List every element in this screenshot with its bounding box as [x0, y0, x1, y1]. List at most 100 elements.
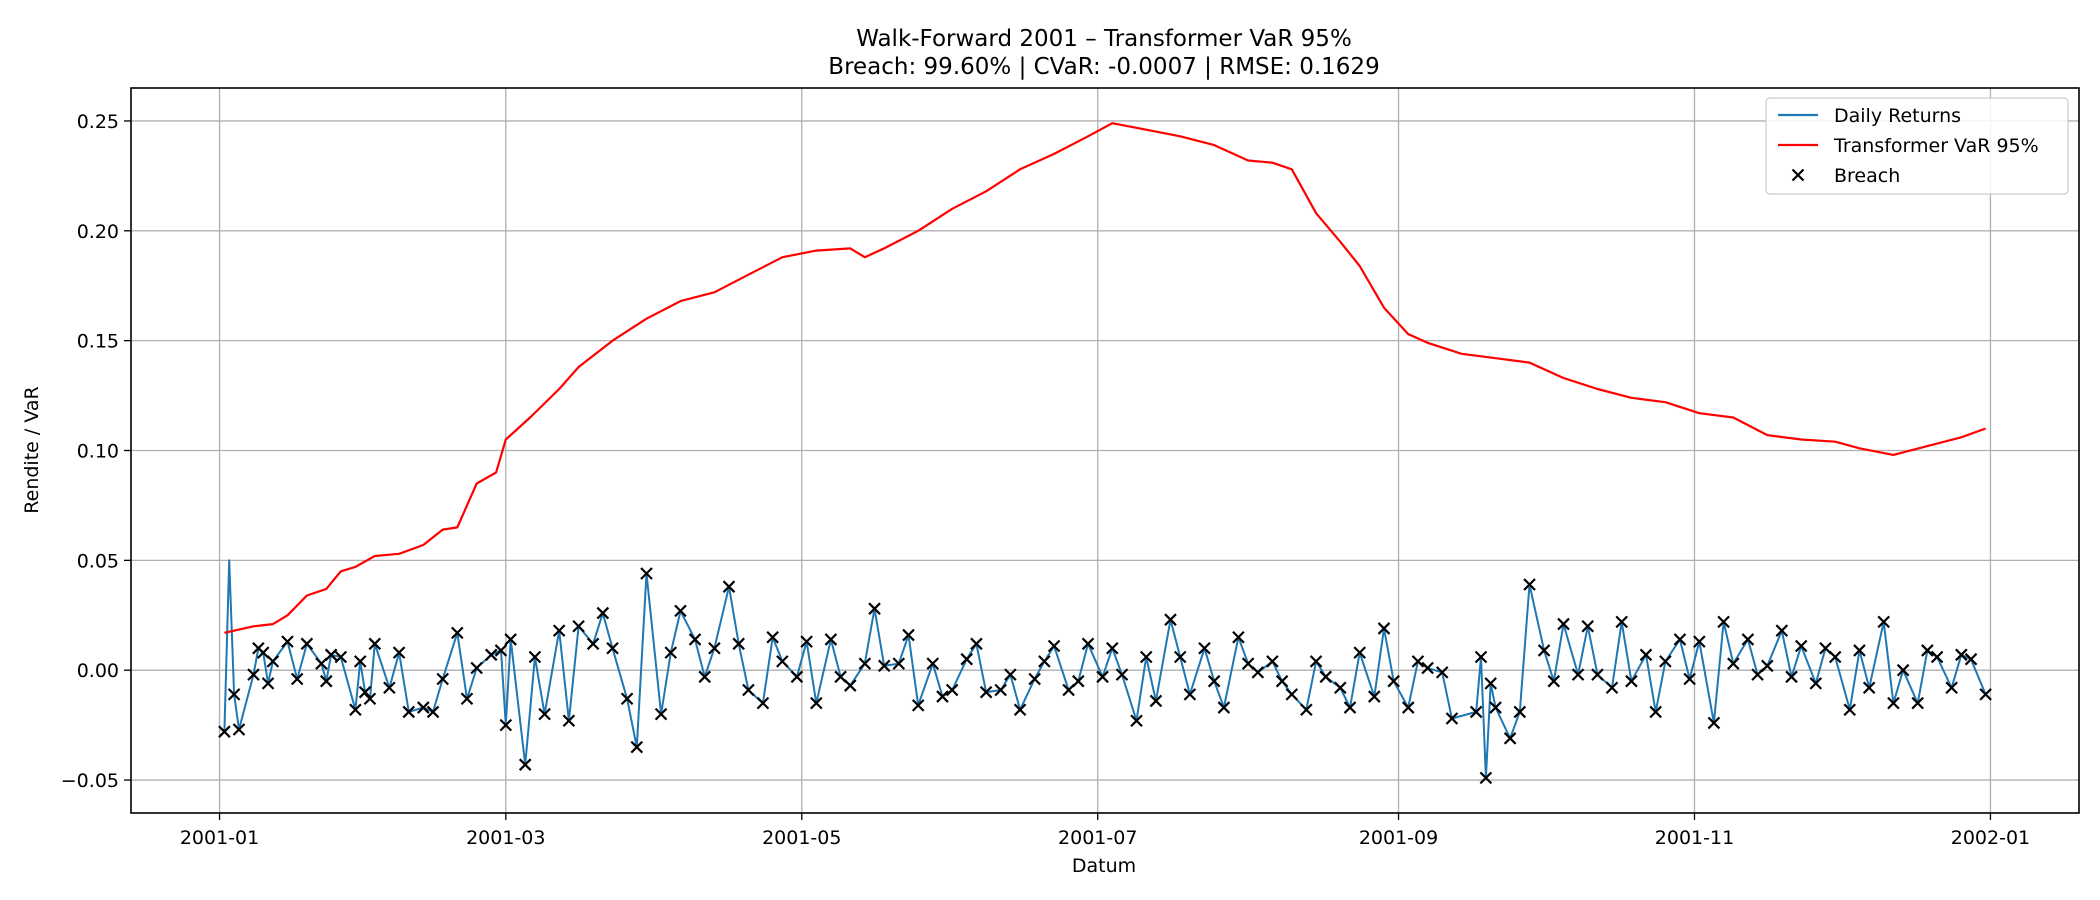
- breach-marker: [1581, 619, 1595, 633]
- breach-marker: [1300, 703, 1313, 717]
- breach-marker: [1523, 578, 1536, 591]
- legend-label-breach: Breach: [1834, 165, 1900, 187]
- breach-marker: [1445, 712, 1459, 725]
- breach-marker: [1911, 696, 1924, 710]
- breach-marker: [1096, 670, 1109, 684]
- breach-marker: [844, 679, 857, 692]
- breach-marker: [1401, 701, 1415, 714]
- breach-marker: [1251, 666, 1265, 679]
- breach-marker: [1081, 637, 1095, 651]
- breach-marker: [1877, 615, 1890, 629]
- breach-marker: [892, 657, 906, 670]
- breach-marker: [392, 646, 406, 659]
- series-line-daily-returns: [223, 559, 1987, 779]
- breach-marker: [572, 619, 585, 633]
- breach-marker: [1503, 732, 1517, 745]
- breach-marker: [1760, 659, 1774, 673]
- breach-marker: [1843, 703, 1857, 717]
- legend-label-var: Transformer VaR 95%: [1833, 135, 2039, 157]
- y-tick-label: 0.00: [77, 660, 119, 682]
- breach-marker: [1309, 655, 1323, 668]
- y-tick-label: 0.15: [77, 331, 119, 353]
- breach-marker: [1785, 670, 1798, 684]
- breach-marker: [810, 696, 823, 710]
- breach-marker: [1964, 652, 1978, 666]
- breach-marker: [1173, 650, 1187, 664]
- breach-marker: [1683, 672, 1696, 686]
- breach-marker: [1217, 701, 1231, 714]
- breach-marker: [1047, 639, 1061, 653]
- breach-marker: [1130, 714, 1143, 728]
- x-tick-label: 2001-11: [1655, 827, 1734, 849]
- breach-marker: [494, 644, 508, 657]
- breach-marker: [868, 602, 881, 615]
- breach-marker: [1717, 615, 1730, 629]
- breach-marker: [324, 648, 338, 662]
- breach-marker: [1707, 716, 1721, 730]
- breach-marker: [1605, 681, 1619, 695]
- breach-marker: [1421, 661, 1434, 675]
- breach-marker: [484, 648, 498, 662]
- x-axis-ticks: 2001-01 2001-03 2001-05 2001-07 2001-09 2001-…: [180, 813, 2030, 849]
- breach-marker: [1775, 624, 1789, 637]
- breach-marker: [1149, 694, 1163, 708]
- breach-marker: [320, 674, 333, 688]
- breach-marker: [1474, 650, 1488, 664]
- breach-marker: [1198, 641, 1211, 655]
- breach-marker: [800, 635, 813, 648]
- breach-marker: [1727, 657, 1740, 670]
- breach-marker: [1387, 674, 1400, 688]
- breach-marker: [261, 677, 275, 690]
- breach-marker: [1557, 617, 1570, 631]
- breach-marker: [1164, 613, 1177, 626]
- y-axis-label: Rendite / VaR: [21, 386, 43, 513]
- breach-marker: [824, 633, 838, 646]
- breach-marker: [281, 635, 294, 648]
- breach-marker: [654, 707, 668, 721]
- breach-marker: [1353, 646, 1366, 659]
- breach-marker: [1479, 771, 1493, 785]
- breach-marker: [960, 652, 974, 666]
- breach-marker: [586, 637, 600, 651]
- y-tick-label: 0.25: [77, 111, 119, 133]
- breach-marker: [1343, 701, 1357, 714]
- legend: Daily Returns Transformer VaR 95% Breach: [1765, 97, 2069, 195]
- chart-title: Walk-Forward 2001 – Transformer VaR 95%: [856, 26, 1352, 52]
- breach-marker: [1435, 666, 1449, 679]
- breach-marker: [334, 650, 348, 664]
- breach-marker: [1028, 672, 1041, 686]
- x-axis-label: Datum: [1072, 855, 1136, 877]
- y-tick-label: 0.05: [77, 550, 119, 572]
- y-tick-label: −0.05: [61, 770, 119, 792]
- breach-marker: [1887, 696, 1900, 710]
- breach-marker: [1921, 644, 1934, 657]
- breach-marker: [528, 650, 542, 664]
- chart-subtitle: Breach: 99.60% | CVaR: -0.0007 | RMSE: 0…: [828, 54, 1379, 80]
- y-axis-ticks: −0.05 0.00 0.05 0.10 0.15 0.20 0.25: [61, 111, 131, 792]
- breach-marker: [1266, 655, 1279, 668]
- breach-marker: [1794, 639, 1808, 653]
- breach-marker: [742, 683, 755, 697]
- breach-marker: [776, 655, 789, 668]
- breach-marker: [1853, 644, 1866, 657]
- breach-marker: [708, 641, 721, 655]
- breach-marker: [630, 740, 644, 754]
- breach-marker: [664, 646, 678, 659]
- breach-marker: [1659, 655, 1672, 668]
- breach-marker: [722, 580, 736, 593]
- legend-label-returns: Daily Returns: [1834, 105, 1961, 127]
- breach-marker: [499, 718, 513, 732]
- breach-marker: [1819, 641, 1832, 655]
- breach-marker: [1537, 644, 1551, 657]
- breach-marker: [1649, 705, 1662, 719]
- breach-marker: [402, 705, 416, 719]
- legend-frame: [1765, 97, 2069, 195]
- breach-marker: [315, 657, 328, 670]
- breach-marker: [1945, 681, 1958, 695]
- breach-marker: [518, 758, 532, 771]
- breach-marker: [1038, 655, 1051, 668]
- breach-marker: [877, 659, 891, 673]
- breach-marker: [945, 683, 959, 697]
- breach-marker: [1955, 648, 1968, 662]
